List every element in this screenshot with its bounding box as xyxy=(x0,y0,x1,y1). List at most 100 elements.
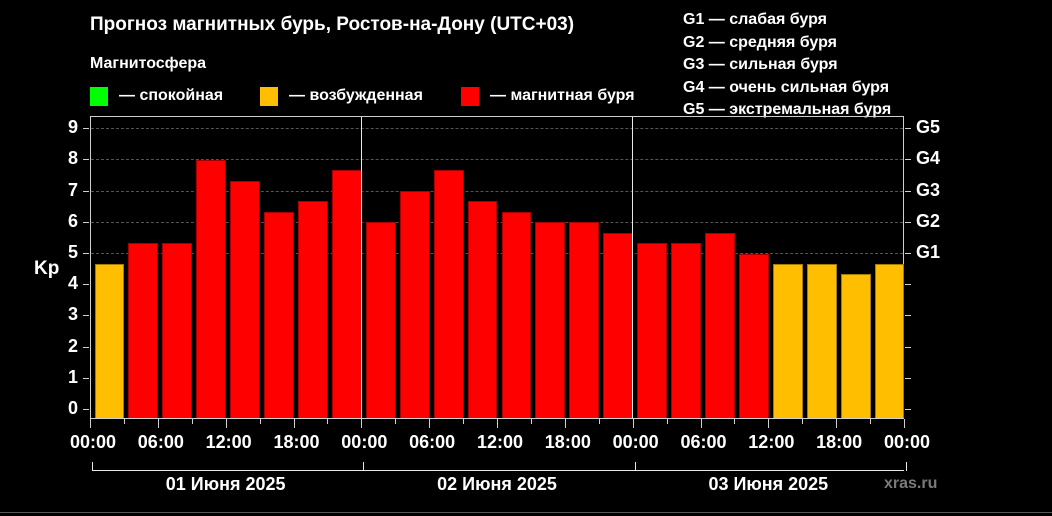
kp-bar xyxy=(840,274,871,418)
date-bracket-line xyxy=(92,470,904,471)
excited-color-swatch-icon xyxy=(260,86,278,106)
x-tick xyxy=(598,419,600,424)
gridline xyxy=(91,159,903,161)
y-tick-label: 6 xyxy=(67,210,78,231)
y-tick xyxy=(83,128,89,130)
g-level-label: G3 xyxy=(916,179,941,200)
y-tick xyxy=(83,315,89,317)
kp-bar xyxy=(806,263,837,418)
x-tick-label: 06:00 xyxy=(680,432,727,452)
g-level-label: G2 xyxy=(916,210,941,231)
day-separator xyxy=(360,117,362,418)
kp-bar xyxy=(365,222,396,418)
kp-bar xyxy=(535,222,566,418)
kp-bar xyxy=(738,253,769,418)
legend-item-storm: — магнитная буря xyxy=(461,86,635,106)
right-y-tick xyxy=(905,190,911,192)
date-label: 03 Июня 2025 xyxy=(708,474,829,494)
x-tick-label: 12:00 xyxy=(205,432,252,452)
bottom-divider xyxy=(0,512,1052,513)
kp-bar xyxy=(874,263,905,418)
right-y-tick xyxy=(905,253,911,254)
legend-heading: Магнитосфера xyxy=(90,55,207,72)
legend-item-calm: — спокойная xyxy=(90,86,223,106)
x-tick-label: 00:00 xyxy=(612,432,659,452)
y-tick-label: 8 xyxy=(67,148,78,169)
x-tick xyxy=(259,419,261,424)
y-tick-label: 9 xyxy=(67,117,78,138)
x-tick-label: 00:00 xyxy=(883,432,931,452)
kp-bar xyxy=(637,243,668,418)
y-tick xyxy=(83,159,89,161)
chart-title: Прогноз магнитных бурь, Ростов-на-Дону (… xyxy=(90,14,575,35)
x-tick xyxy=(836,419,838,428)
legend-label: — спокойная xyxy=(119,87,224,104)
kp-bar xyxy=(196,159,227,418)
legend-item-excited: — возбужденная xyxy=(260,86,423,106)
right-y-tick xyxy=(905,409,911,410)
x-tick xyxy=(463,419,465,424)
kp-bar xyxy=(772,263,803,418)
kp-bar xyxy=(331,170,362,418)
date-bracket-tick xyxy=(634,462,636,471)
x-tick xyxy=(123,419,125,424)
kp-bar xyxy=(467,201,498,418)
kp-bar xyxy=(162,243,193,418)
kp-bar xyxy=(501,212,532,418)
y-tick xyxy=(83,377,89,379)
x-tick-label: 06:00 xyxy=(137,432,184,452)
x-tick xyxy=(666,419,668,424)
kp-bar xyxy=(433,170,464,418)
y-tick xyxy=(83,409,89,410)
storm-color-swatch-icon xyxy=(461,86,479,106)
date-label: 02 Июня 2025 xyxy=(437,474,557,494)
legend-label: — магнитная буря xyxy=(490,87,635,104)
x-tick xyxy=(327,419,329,424)
right-y-tick xyxy=(905,315,911,317)
y-tick-label: 2 xyxy=(67,335,78,356)
plot-area xyxy=(90,116,905,419)
y-tick-label: 5 xyxy=(67,242,78,262)
x-tick-label: 18:00 xyxy=(273,432,320,452)
x-tick xyxy=(768,419,770,428)
right-y-tick xyxy=(905,377,911,379)
right-y-tick xyxy=(905,221,911,223)
x-tick xyxy=(632,419,634,428)
x-tick xyxy=(870,419,872,424)
x-tick xyxy=(497,419,498,428)
x-tick xyxy=(429,419,431,428)
y-tick xyxy=(83,221,89,223)
x-tick xyxy=(802,419,804,424)
y-tick xyxy=(83,253,89,254)
y-tick-label: 3 xyxy=(67,304,78,325)
g-legend-item: G5 — экстремальная буря xyxy=(683,101,892,118)
x-tick xyxy=(361,419,363,428)
legend-label: — возбужденная xyxy=(289,87,423,104)
x-tick xyxy=(700,419,702,428)
x-tick xyxy=(293,419,295,428)
kp-bar xyxy=(705,232,735,418)
y-tick xyxy=(83,346,89,348)
kp-bar xyxy=(298,201,328,418)
x-tick xyxy=(90,419,91,428)
kp-bar xyxy=(671,243,701,418)
x-tick-label: 18:00 xyxy=(544,432,591,452)
gridline xyxy=(91,190,903,192)
kp-bar xyxy=(230,180,261,418)
g-level-label: G4 xyxy=(916,148,941,169)
date-bracket-tick xyxy=(906,462,907,471)
x-tick-label: 00:00 xyxy=(69,432,117,452)
g-legend-item: G2 — средняя буря xyxy=(683,33,837,51)
g-level-label: G1 xyxy=(916,242,941,262)
x-tick-label: 06:00 xyxy=(409,432,456,452)
y-axis-label: Kp xyxy=(34,258,60,279)
date-label: 01 Июня 2025 xyxy=(165,474,286,494)
x-tick xyxy=(734,419,736,424)
g-legend-item: G4 — очень сильная буря xyxy=(683,78,890,96)
kp-bar xyxy=(94,263,125,418)
kp-bar xyxy=(569,222,600,418)
x-tick xyxy=(225,419,227,428)
y-tick xyxy=(83,190,89,192)
gridline xyxy=(91,128,903,130)
y-tick-label: 0 xyxy=(67,398,78,418)
